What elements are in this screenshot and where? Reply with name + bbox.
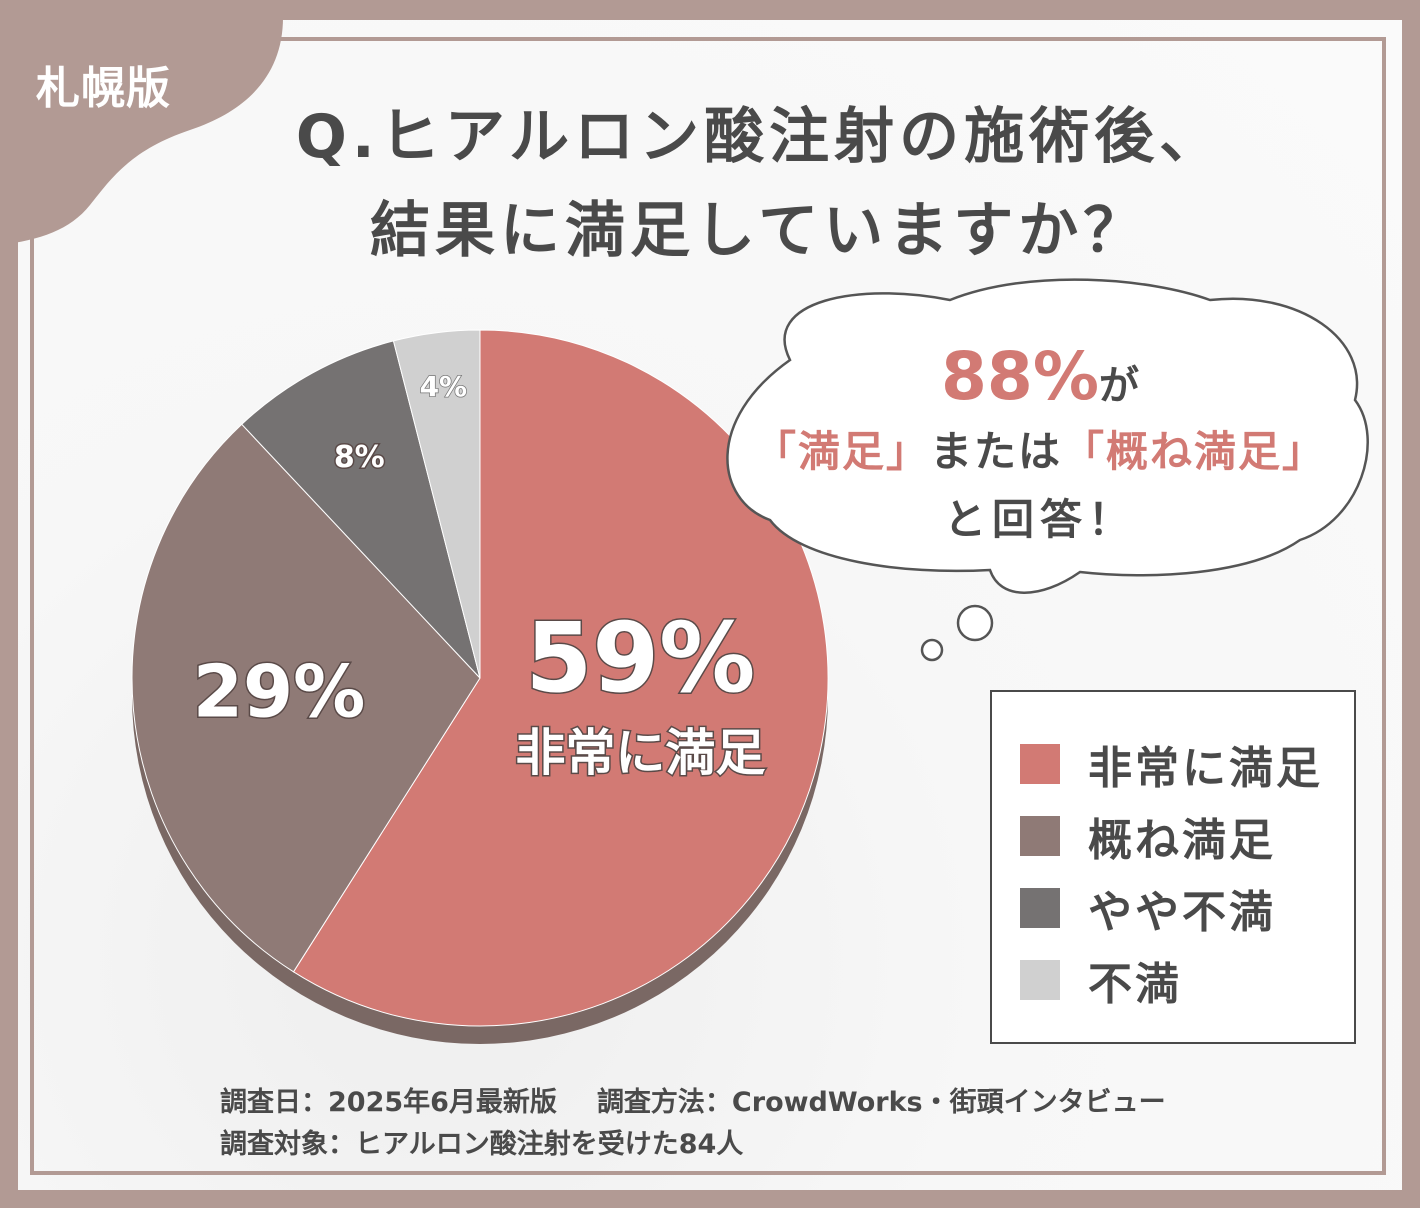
legend: 非常に満足 概ね満足 やや不満 不満 [990, 690, 1356, 1044]
slice-mostly-satisfied [131, 423, 481, 973]
slice-very-satisfied [292, 329, 829, 1027]
callout-line-1: 88%が [730, 338, 1350, 415]
pie-label-3: 4% [420, 370, 468, 403]
legend-item-mostly-satisfied: 概ね満足 [1020, 814, 1276, 866]
callout-ga: が [1098, 363, 1139, 409]
legend-swatch [1020, 888, 1060, 928]
legend-label: やや不満 [1088, 887, 1276, 938]
legend-swatch [1020, 816, 1060, 856]
badge-shape [0, 0, 284, 245]
legend-swatch [1020, 744, 1060, 784]
title-line-1: Q.ヒアルロン酸注射の施術後、 [295, 102, 1225, 172]
survey-method: 調査方法：CrowdWorks・街頭インタビュー [596, 1087, 1166, 1118]
legend-label: 不満 [1088, 959, 1182, 1010]
legend-item-dissatisfied: 不満 [1020, 958, 1182, 1010]
callout-line-3: と回答！ [943, 495, 1136, 544]
slice-somewhat-dissatisfied [241, 340, 481, 679]
title-line-2: 結果に満足していますか？ [370, 196, 1149, 266]
pie-label-1: 29% [193, 650, 365, 734]
callout-line-2: 「満足」または「概ね満足」 [730, 418, 1350, 479]
footer-line-1: 調査日：2025年6月最新版 調査方法：CrowdWorks・街頭インタビュー [220, 1080, 1166, 1119]
legend-item-very-satisfied: 非常に満足 [1020, 742, 1323, 794]
callout-or: または [929, 427, 1062, 476]
region-badge: 札幌版 [36, 63, 171, 114]
callout-mostly-satisfied: 「概ね満足」 [1062, 427, 1327, 476]
pie-sublabel: 非常に満足 [515, 724, 765, 782]
legend-item-somewhat-dissatisfied: やや不満 [1020, 886, 1276, 938]
pie-label-2: 8% [334, 440, 385, 475]
legend-label: 非常に満足 [1088, 743, 1323, 794]
survey-target: 調査対象：ヒアルロン酸注射を受けた84人 [220, 1129, 744, 1160]
pie-label-0: 59% [526, 602, 756, 714]
callout-percentage: 88% [941, 338, 1099, 415]
legend-label: 概ね満足 [1088, 815, 1276, 866]
legend-swatch [1020, 960, 1060, 1000]
slice-dissatisfied [392, 329, 481, 679]
callout-satisfied: 「満足」 [753, 427, 930, 476]
survey-date: 調査日：2025年6月最新版 [220, 1087, 557, 1118]
